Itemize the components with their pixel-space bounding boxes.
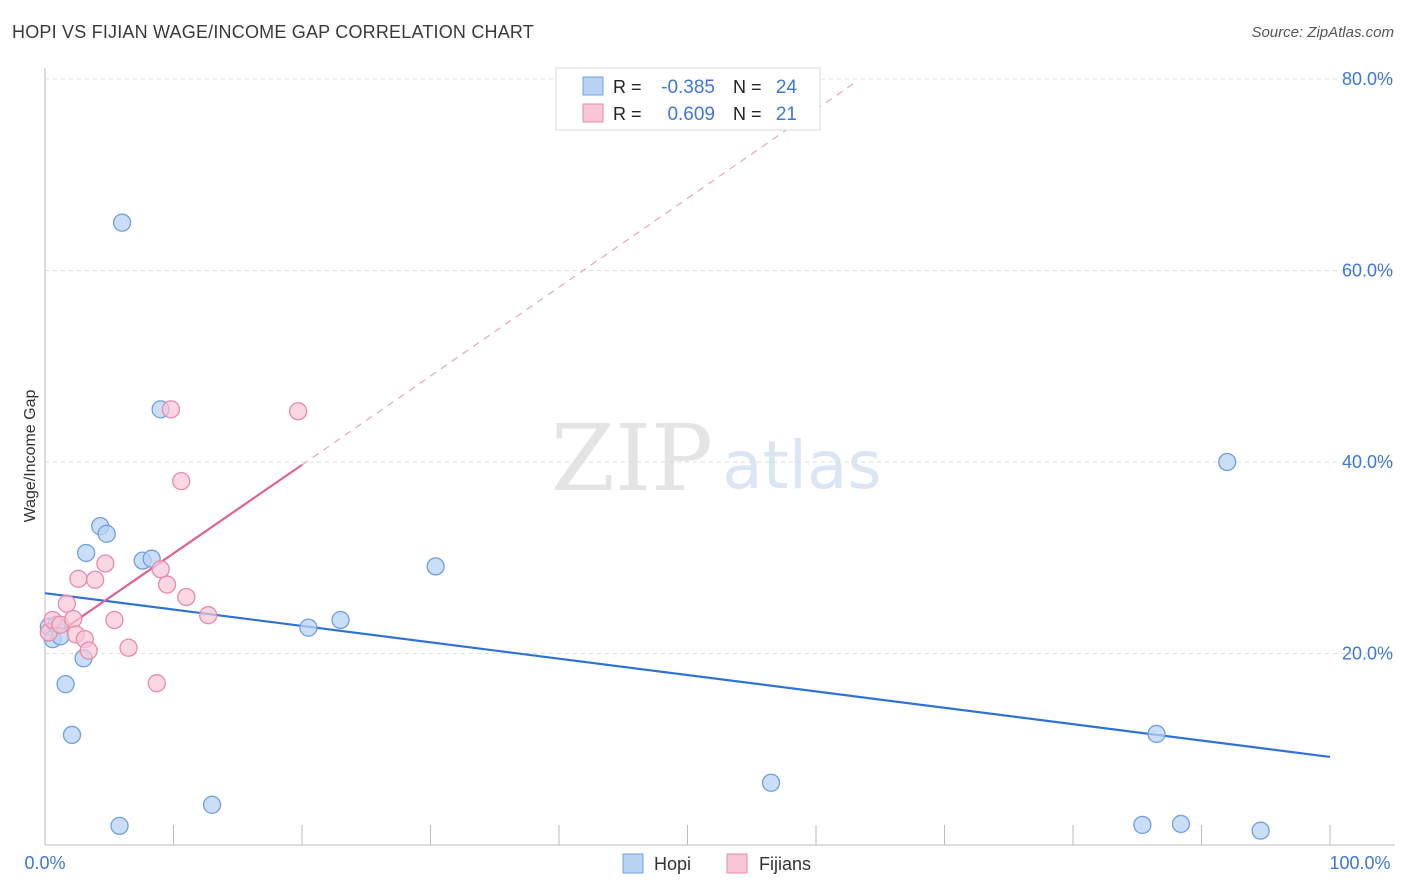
- legend-r-label-hopi: R =: [613, 77, 642, 97]
- chart-title: HOPI VS FIJIAN WAGE/INCOME GAP CORRELATI…: [12, 22, 535, 42]
- point-fijians-8: [79, 641, 98, 660]
- y-tick-label-60: 60.0%: [1342, 261, 1393, 281]
- y-tick-label-20: 20.0%: [1342, 644, 1393, 664]
- point-hopi-24: [1251, 821, 1270, 840]
- y-tick-label-40: 40.0%: [1342, 452, 1393, 472]
- tick-labels: 20.0% 40.0% 60.0% 80.0% 0.0% 100.0%: [24, 69, 1393, 873]
- legend-r-value-fijians: 0.609: [667, 104, 715, 125]
- legend-n-value-hopi: 24: [776, 77, 798, 98]
- point-hopi-20: [1133, 815, 1152, 835]
- y-axis-label: Wage/Income Gap: [22, 390, 39, 523]
- trend-line-hopi: [44, 592, 1331, 759]
- point-fijians-16: [161, 400, 181, 419]
- legend-n-value-fijians: 21: [776, 104, 797, 125]
- point-hopi-4: [56, 674, 75, 694]
- legend-n-label-fijians: N =: [733, 104, 762, 124]
- bottom-legend-swatch-hopi: [622, 853, 644, 874]
- point-fijians-11: [105, 610, 124, 630]
- data-points: [39, 213, 1270, 840]
- source-label: Source: ZipAtlas.com: [1251, 24, 1394, 41]
- legend-r-label-fijians: R =: [613, 104, 642, 124]
- point-fijians-3: [57, 594, 76, 613]
- legend-r-value-hopi: -0.385: [661, 77, 715, 98]
- point-fijians-12: [119, 638, 138, 657]
- trend-line-fijians: [44, 463, 303, 643]
- point-hopi-10: [110, 816, 129, 835]
- y-tick-label-80: 80.0%: [1342, 69, 1393, 89]
- x-tick-label-100: 100.0%: [1329, 853, 1390, 873]
- point-fijians-15: [157, 575, 177, 594]
- point-fijians-17: [172, 471, 191, 491]
- legend-swatch-hopi: [582, 76, 604, 96]
- point-fijians-18: [177, 587, 196, 607]
- point-hopi-11: [112, 213, 132, 232]
- grid-lines: [45, 78, 1395, 654]
- point-fijians-10: [96, 554, 115, 573]
- trend-lines: [44, 82, 1331, 759]
- point-hopi-7: [76, 543, 96, 563]
- bottom-legend-swatch-fijians: [726, 853, 748, 874]
- point-hopi-19: [761, 773, 781, 792]
- point-hopi-21: [1147, 724, 1166, 744]
- point-fijians-13: [147, 674, 166, 693]
- axes: [44, 68, 1395, 846]
- point-hopi-22: [1171, 814, 1191, 834]
- point-hopi-18: [426, 557, 445, 576]
- trend-line-fijians-extension: [301, 82, 855, 466]
- point-hopi-15: [202, 795, 222, 814]
- bottom-legend-label-hopi: Hopi: [654, 854, 691, 874]
- x-tick-label-0: 0.0%: [24, 853, 65, 873]
- point-fijians-19: [199, 606, 218, 625]
- bottom-legend-label-fijians: Fijians: [759, 854, 811, 874]
- point-fijians-14: [151, 560, 170, 579]
- series-legend: Hopi Fijians: [622, 853, 811, 874]
- point-fijians-4: [64, 609, 83, 629]
- point-fijians-9: [85, 570, 105, 589]
- point-hopi-9: [97, 524, 116, 543]
- point-hopi-5: [62, 725, 82, 745]
- watermark-zip: ZIP: [551, 405, 713, 512]
- watermark-atlas: atlas: [722, 427, 882, 504]
- stats-legend: R = -0.385 N = 24 R = 0.609 N = 21: [555, 67, 821, 131]
- legend-swatch-fijians: [582, 103, 604, 123]
- point-fijians-20: [288, 402, 308, 421]
- legend-n-label-hopi: N =: [733, 77, 762, 97]
- point-fijians-6: [69, 569, 88, 588]
- point-hopi-16: [299, 618, 318, 637]
- point-hopi-23: [1218, 452, 1237, 472]
- point-hopi-17: [331, 610, 350, 630]
